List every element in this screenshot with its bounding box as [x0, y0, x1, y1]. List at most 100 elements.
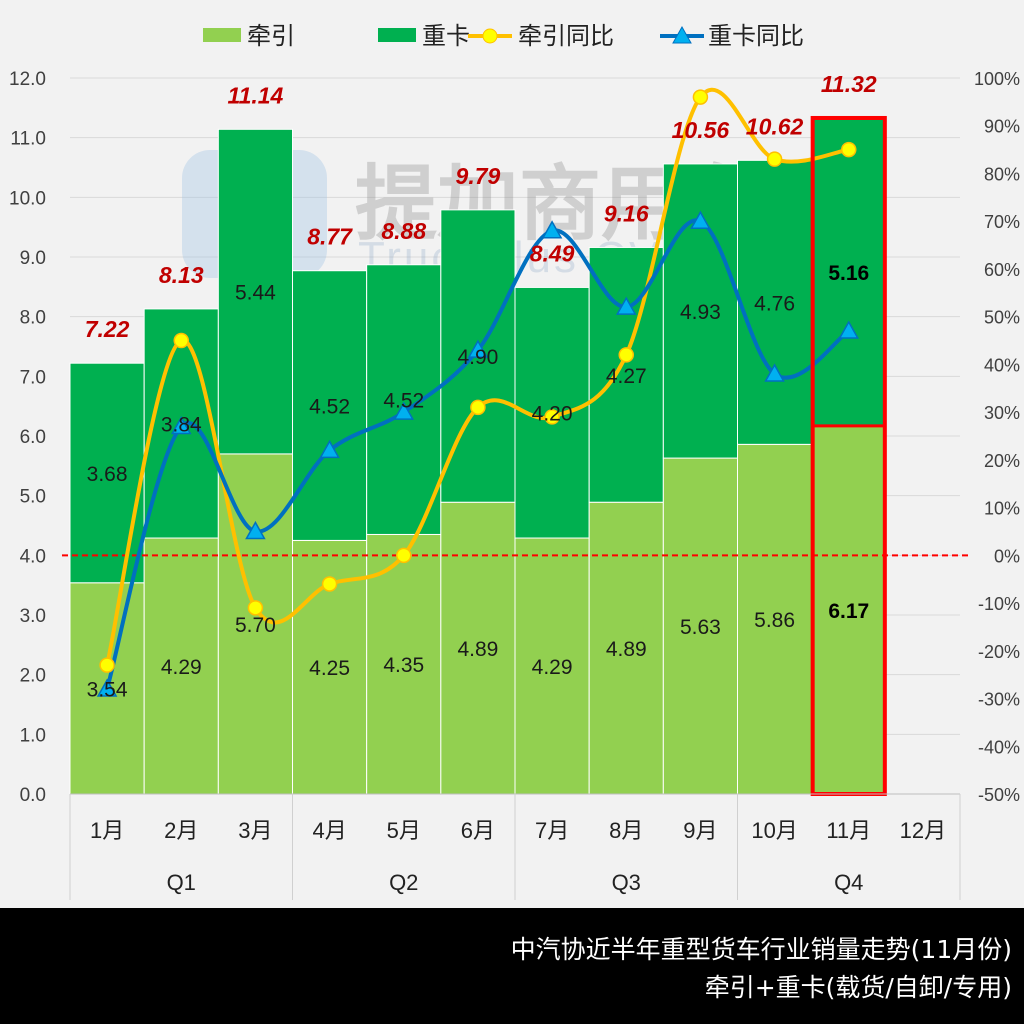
quarter-label: Q2 [389, 870, 418, 895]
bar-traction [514, 537, 590, 795]
x-tick-label: 5月 [387, 818, 421, 843]
total-value-label: 7.22 [85, 316, 130, 342]
bar-heavy-truck [366, 264, 442, 535]
total-value-label: 10.62 [746, 113, 804, 139]
triangle-marker-icon [838, 320, 860, 339]
left-y-axis: 0.0 1.0 2.0 3.0 4.0 5.0 6.0 7.0 8.0 9.0 10.0 11.0 12… [9, 69, 46, 806]
y-tick-label: 8.0 [20, 308, 46, 329]
y2-tick-label: -50% [978, 785, 1020, 805]
circle-marker-icon [321, 576, 338, 592]
y-tick-label: 1.0 [20, 725, 46, 746]
legend: 牵引 重卡 牵引同比 重卡同比 [203, 23, 804, 50]
total-value-label: 8.77 [307, 224, 353, 250]
y2-tick-label: -10% [978, 594, 1020, 614]
x-tick-label: 3月 [238, 818, 272, 843]
legend-label: 牵引 [247, 23, 295, 50]
triangle-marker-icon [764, 363, 785, 382]
circle-marker-icon [247, 600, 264, 616]
y-tick-label: 9.0 [20, 248, 46, 269]
heavy-truck-value-label: 4.90 [457, 346, 498, 369]
triangle-marker-icon [319, 439, 340, 459]
x-tick-label: 10月 [751, 818, 797, 843]
yoy-lines [96, 87, 860, 697]
heavy-truck-value-label: 4.93 [680, 301, 721, 324]
y-tick-label: 0.0 [20, 785, 46, 806]
heavy-truck-value-label: 4.52 [309, 396, 350, 419]
circle-marker-icon [618, 347, 634, 363]
legend-swatch-traction-icon [203, 28, 241, 42]
caption-bar: 中汽协近半年重型货车行业销量走势(11月份) 牵引+重卡(载货/自卸/专用) [0, 908, 1024, 1024]
traction-value-label: 4.89 [606, 638, 647, 661]
y2-tick-label: 80% [984, 164, 1020, 184]
x-tick-label: 1月 [90, 818, 124, 843]
circle-marker-icon [692, 89, 709, 105]
quarter-label: Q1 [167, 870, 196, 895]
traction-value-label: 3.54 [87, 678, 128, 701]
x-tick-label: 7月 [535, 818, 569, 843]
bar-traction [588, 501, 664, 795]
right-y-axis: -50% -40% -30% -20% -10% 0% 10% 20% 30% 40% 50% 60%… [974, 69, 1020, 805]
bar-traction [143, 537, 219, 795]
y-tick-label: 6.0 [20, 427, 46, 448]
bar-traction [440, 501, 516, 795]
legend-label: 重卡同比 [708, 23, 804, 50]
y-tick-label: 7.0 [20, 367, 46, 388]
bar-heavy-truck [588, 246, 664, 503]
total-value-label: 9.16 [604, 200, 649, 226]
total-value-label: 8.49 [530, 240, 575, 266]
bar-heavy-truck [292, 270, 368, 541]
traction-value-label: 5.63 [680, 616, 721, 639]
triangle-marker-icon [170, 415, 192, 435]
triangle-marker-icon [467, 339, 489, 358]
traction-value-label: 5.70 [235, 614, 276, 637]
quarter-label: Q4 [834, 870, 863, 895]
x-tick-label: 12月 [900, 818, 946, 843]
y-tick-label: 11.0 [10, 129, 46, 150]
total-value-label: 11.32 [821, 71, 877, 97]
x-tick-label: 2月 [164, 818, 198, 843]
heavy-truck-value-label: 4.76 [754, 292, 795, 315]
y2-tick-label: 50% [984, 308, 1020, 328]
y2-tick-label: 30% [984, 403, 1020, 423]
x-tick-label: 6月 [461, 818, 495, 843]
legend-swatch-heavy-icon [378, 28, 416, 42]
traction-value-label: 6.17 [828, 600, 869, 623]
heavy-truck-value-label: 4.27 [606, 365, 647, 388]
circle-marker-icon [173, 332, 189, 349]
y2-tick-label: -40% [978, 737, 1020, 757]
data-labels: 3.54 3.68 7.22 4.29 3.84 8.13 5.70 5.44 11.14 4.2… [85, 71, 877, 701]
traction-value-label: 4.89 [457, 638, 498, 661]
triangle-marker-icon [393, 401, 415, 420]
circle-marker-icon [396, 547, 412, 564]
bar-traction [662, 457, 738, 795]
bar-heavy-truck [69, 362, 145, 584]
circle-marker-icon [470, 399, 486, 416]
x-axis: 1月 2月 3月 4月 5月 6月 7月 8月 9月 10月 11月 12月 Q1 Q2 Q3 Q4 [69, 793, 961, 900]
heavy-truck-value-label: 5.44 [235, 282, 276, 305]
x-tick-label: 8月 [609, 818, 643, 843]
circle-marker-icon [544, 409, 560, 425]
y-tick-label: 2.0 [20, 666, 46, 687]
y2-tick-label: -30% [978, 690, 1020, 710]
y-tick-label: 3.0 [20, 606, 46, 627]
y-tick-label: 5.0 [20, 487, 46, 508]
triangle-marker-icon [541, 220, 563, 239]
legend-circle-icon [482, 28, 498, 44]
circle-marker-icon [99, 657, 115, 673]
heavy-truck-value-label: 4.52 [383, 390, 424, 413]
y2-tick-label: 70% [984, 212, 1020, 232]
quarter-label: Q3 [612, 870, 641, 895]
total-value-label: 8.88 [381, 218, 426, 244]
traction-value-label: 4.29 [161, 656, 202, 679]
heavy-truck-value-label: 3.84 [161, 413, 202, 436]
y-tick-label: 10.0 [9, 188, 46, 209]
total-value-label: 9.79 [456, 163, 501, 189]
total-value-label: 8.13 [159, 262, 204, 288]
x-tick-label: 4月 [312, 818, 346, 843]
bar-traction [737, 443, 813, 795]
y2-tick-label: 60% [984, 260, 1020, 280]
x-tick-label: 9月 [683, 818, 717, 843]
circle-marker-icon [841, 141, 857, 158]
y-tick-label: 12.0 [9, 69, 46, 90]
